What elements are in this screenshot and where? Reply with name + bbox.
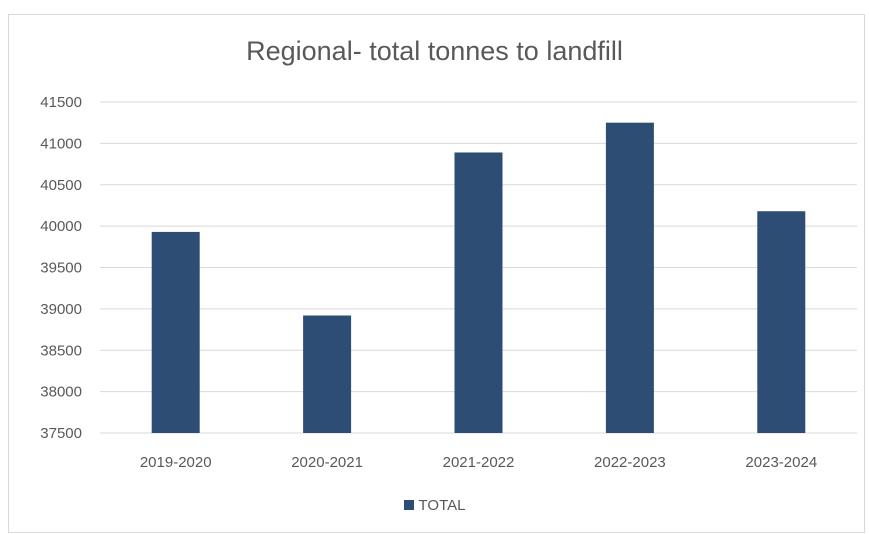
chart-title: Regional- total tonnes to landfill <box>246 36 623 66</box>
y-tick-label: 38500 <box>40 342 82 359</box>
x-tick-label: 2022-2023 <box>594 454 666 471</box>
bar <box>454 152 503 434</box>
y-tick-label: 41500 <box>40 94 82 111</box>
bar <box>303 315 352 433</box>
y-tick-label: 38000 <box>40 384 82 401</box>
legend: TOTAL <box>0 497 869 514</box>
y-tick-label: 41000 <box>40 135 82 152</box>
x-axis-tick-labels: 2019-2020 2020-2021 2021-2022 2022-2023 2023… <box>140 454 817 471</box>
legend-swatch <box>403 500 414 510</box>
y-tick-label: 39000 <box>40 301 82 318</box>
y-axis-tick-labels: 37500 38000 38500 39000 39500 40000 40500 41000… <box>40 94 82 442</box>
y-tick-label: 40000 <box>40 218 82 235</box>
bar <box>757 211 806 433</box>
y-tick-label: 37500 <box>40 425 82 442</box>
chart-frame <box>8 14 865 533</box>
y-tick-label: 40500 <box>40 177 82 194</box>
x-tick-label: 2020-2021 <box>291 454 363 471</box>
x-tick-label: 2023-2024 <box>745 454 817 471</box>
y-tick-label: 39500 <box>40 260 82 277</box>
x-tick-label: 2019-2020 <box>140 454 212 471</box>
x-tick-label: 2021-2022 <box>443 454 515 471</box>
legend-label: TOTAL <box>418 497 466 514</box>
bars <box>151 122 806 434</box>
bar <box>605 122 654 433</box>
bar <box>151 231 200 433</box>
